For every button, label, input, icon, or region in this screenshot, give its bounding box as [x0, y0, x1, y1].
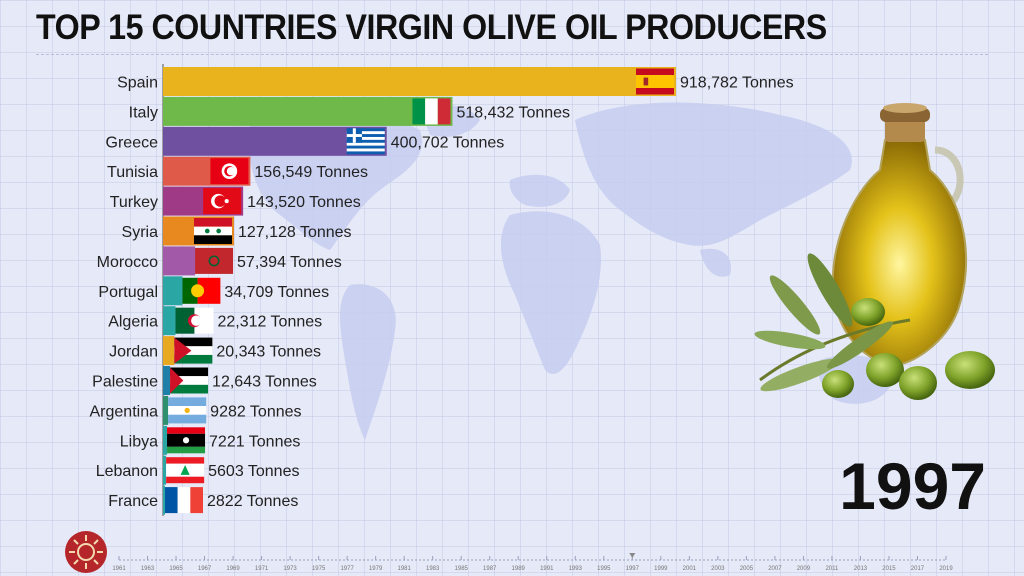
libya-flag-icon: [167, 427, 206, 454]
timeline-tick-label: 2005: [740, 566, 754, 572]
timeline-tick-label: 2007: [768, 566, 782, 572]
timeline-tick-label: 1971: [255, 566, 269, 572]
timeline-tick-label: 1995: [597, 566, 611, 572]
category-label: Greece: [106, 134, 159, 151]
chart-title: TOP 15 COUNTRIES VIRGIN OLIVE OIL PRODUC…: [36, 8, 827, 47]
category-label: Jordan: [109, 344, 158, 361]
bar: [163, 306, 176, 336]
timeline-tick-label: 1965: [169, 566, 183, 572]
data-label: 143,520 Tonnes: [247, 194, 361, 211]
bar: [163, 485, 165, 515]
category-label: Italy: [129, 104, 158, 121]
data-label: 2822 Tonnes: [207, 493, 298, 510]
argentina-flag-icon: [168, 397, 207, 424]
bar: [163, 276, 183, 306]
turkey-flag-icon: [203, 188, 242, 215]
olive-branch-icon: [754, 253, 995, 400]
bar: [163, 455, 167, 485]
data-label: 127,128 Tonnes: [238, 224, 352, 241]
timeline-tick-label: 2001: [683, 566, 697, 572]
timeline-tick-label: 1977: [340, 566, 354, 572]
timeline-tick-label: 1983: [426, 566, 440, 572]
title-divider: [36, 54, 988, 55]
france-flag-icon: [165, 487, 203, 514]
timeline-tick-label: 1997: [626, 566, 640, 572]
tunisia-flag-icon: [210, 158, 249, 185]
category-label: Argentina: [90, 403, 159, 420]
timeline-tick-label: 2009: [797, 566, 811, 572]
timeline-tick-label: 1961: [112, 566, 126, 572]
timeline-tick-label: 1999: [654, 566, 668, 572]
category-label: Spain: [117, 75, 158, 92]
data-label: 156,549 Tonnes: [254, 164, 368, 181]
data-label: 20,343 Tonnes: [216, 344, 321, 361]
category-label: France: [108, 493, 158, 510]
timeline-tick-label: 2019: [939, 566, 953, 572]
channel-logo-icon: [65, 531, 107, 573]
bar: [163, 395, 169, 425]
data-label: 918,782 Tonnes: [680, 75, 794, 92]
timeline-tick-label: 1979: [369, 566, 383, 572]
timeline-tick-label: 2015: [882, 566, 896, 572]
category-label: Algeria: [108, 314, 158, 331]
timeline-tick-label: 1963: [141, 566, 155, 572]
category-label: Palestine: [92, 374, 158, 391]
italy-flag-icon: [412, 98, 451, 125]
timeline-tick-label: 2013: [854, 566, 868, 572]
data-label: 34,709 Tonnes: [224, 284, 329, 301]
category-label: Portugal: [98, 284, 158, 301]
data-label: 400,702 Tonnes: [391, 134, 505, 151]
timeline-tick-label: 1993: [569, 566, 583, 572]
data-label: 9282 Tonnes: [210, 403, 301, 420]
bar: [163, 425, 168, 455]
bar: [163, 336, 175, 366]
syria-flag-icon: [193, 218, 232, 244]
category-label: Lebanon: [96, 463, 158, 480]
timeline-tick-label: 2003: [711, 566, 725, 572]
data-label: 57,394 Tonnes: [237, 254, 342, 271]
spain-flag-icon: [636, 68, 674, 95]
timeline-tick-label: 1969: [226, 566, 240, 572]
current-year-label: 1997: [839, 449, 986, 523]
bar: [163, 67, 676, 96]
timeline-tick-label: 1989: [512, 566, 526, 572]
timeline-marker-icon[interactable]: [629, 553, 636, 558]
bar: [163, 96, 453, 126]
data-label: 12,643 Tonnes: [212, 374, 317, 391]
timeline-tick-label: 2011: [825, 566, 839, 572]
data-label: 22,312 Tonnes: [217, 314, 322, 331]
bar: [163, 366, 171, 395]
category-label: Turkey: [110, 194, 158, 211]
category-label: Morocco: [97, 254, 158, 271]
timeline-tick-label: 1985: [455, 566, 469, 572]
greece-flag-icon: [346, 128, 385, 155]
category-label: Syria: [122, 224, 159, 241]
jordan-flag-icon: [174, 337, 213, 364]
lebanon-flag-icon: [166, 457, 205, 484]
bar: [163, 246, 196, 276]
category-label: Tunisia: [107, 164, 158, 181]
timeline-tick-label: 1975: [312, 566, 326, 572]
timeline-tick-label: 1973: [283, 566, 297, 572]
data-label: 518,432 Tonnes: [456, 104, 570, 121]
timeline-tick-label: 1981: [397, 566, 411, 572]
timeline-tick-label: 1967: [198, 566, 212, 572]
category-label: Libya: [120, 433, 158, 450]
timeline-tick-label: 1987: [483, 566, 497, 572]
palestine-flag-icon: [170, 367, 209, 394]
algeria-flag-icon: [175, 307, 214, 334]
morocco-flag-icon: [195, 247, 234, 274]
timeline-tick-label: 2017: [911, 566, 925, 572]
data-label: 7221 Tonnes: [209, 433, 300, 450]
data-label: 5603 Tonnes: [208, 463, 299, 480]
portugal-flag-icon: [182, 277, 221, 304]
timeline-tick-label: 1991: [540, 566, 554, 572]
